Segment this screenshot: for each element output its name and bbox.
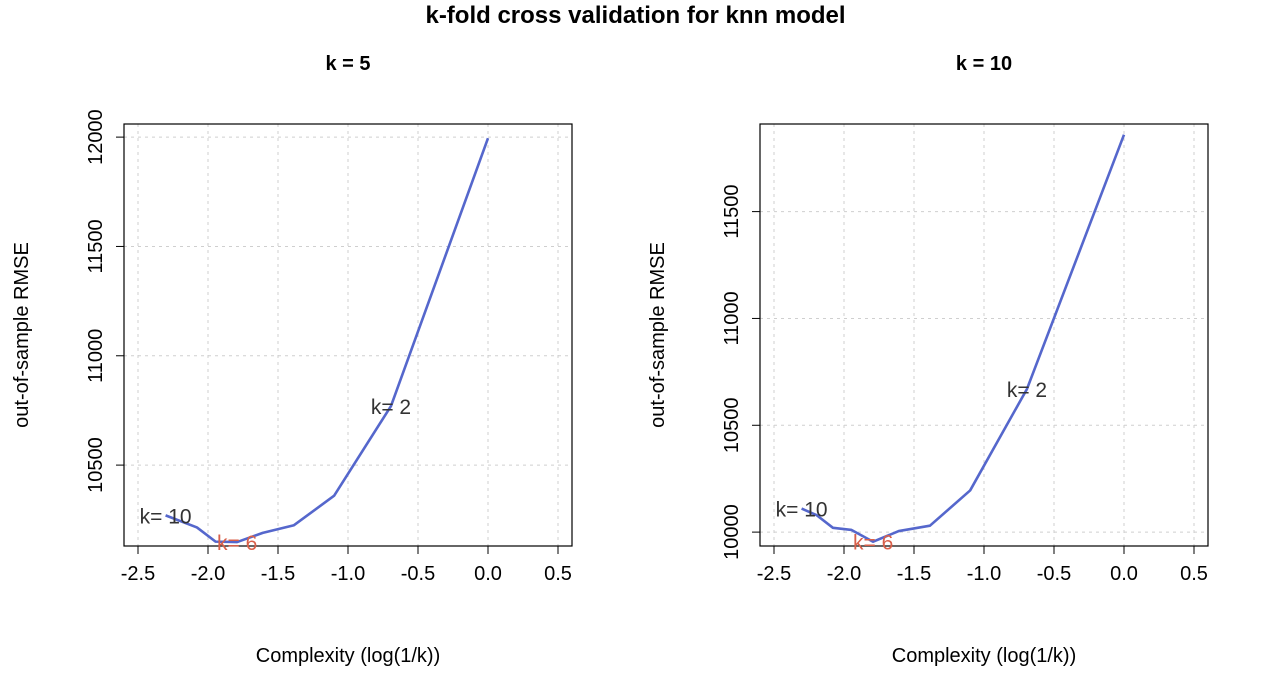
x-tick-label: -1.0 [967,563,1001,585]
chart-panel-k10: -2.5 -2.0 -1.5 -1.0 -0.5 0.0 0.5 10000 10500 1100… [647,53,1209,667]
x-tick-label: -1.0 [331,563,365,585]
x-tick-label: -2.0 [191,563,225,585]
x-tick-label: -0.5 [401,563,435,585]
y-tick-label: 10500 [721,397,743,453]
y-tick-label: 10000 [721,504,743,560]
chart-panel-k5: -2.5 -2.0 -1.5 -1.0 -0.5 0.0 0.5 10500 11000 1150… [11,53,573,667]
chart-main-title: k-fold cross validation for knn model [425,2,846,29]
x-tick-label: -2.5 [757,563,791,585]
x-tick-label: 0.0 [474,563,502,585]
k-label: k= 2 [371,396,411,419]
rmse-series-line [801,134,1126,544]
rmse-series-line [165,137,490,544]
y-tick-label: 12000 [85,109,107,165]
k-label: k= 10 [776,499,828,522]
x-tick-label: 0.5 [544,563,572,585]
y-tick-label: 11000 [721,291,743,345]
y-axis-label: out-of-sample RMSE [11,242,33,428]
x-tick-label: 0.0 [1110,563,1138,585]
y-tick-label: 11500 [85,219,107,273]
k-label: k= 10 [140,505,192,528]
y-axis-label: out-of-sample RMSE [647,242,669,428]
y-tick-label: 11000 [85,329,107,383]
x-axis-label: Complexity (log(1/k)) [892,645,1076,667]
x-tick-label: -0.5 [1037,563,1071,585]
x-tick-label: -2.5 [121,563,155,585]
panel-title: k = 10 [956,53,1012,75]
x-tick-label: -2.0 [827,563,861,585]
best-k-label: k= 6 [853,532,893,555]
y-tick-label: 11500 [721,185,743,239]
x-tick-label: -1.5 [897,563,931,585]
x-tick-label: 0.5 [1180,563,1208,585]
x-axis-label: Complexity (log(1/k)) [256,645,440,667]
y-tick-label: 10500 [85,437,107,493]
panel-title: k = 5 [325,53,370,75]
k-label: k= 2 [1007,379,1047,402]
x-tick-label: -1.5 [261,563,295,585]
best-k-label: k= 6 [217,532,257,555]
